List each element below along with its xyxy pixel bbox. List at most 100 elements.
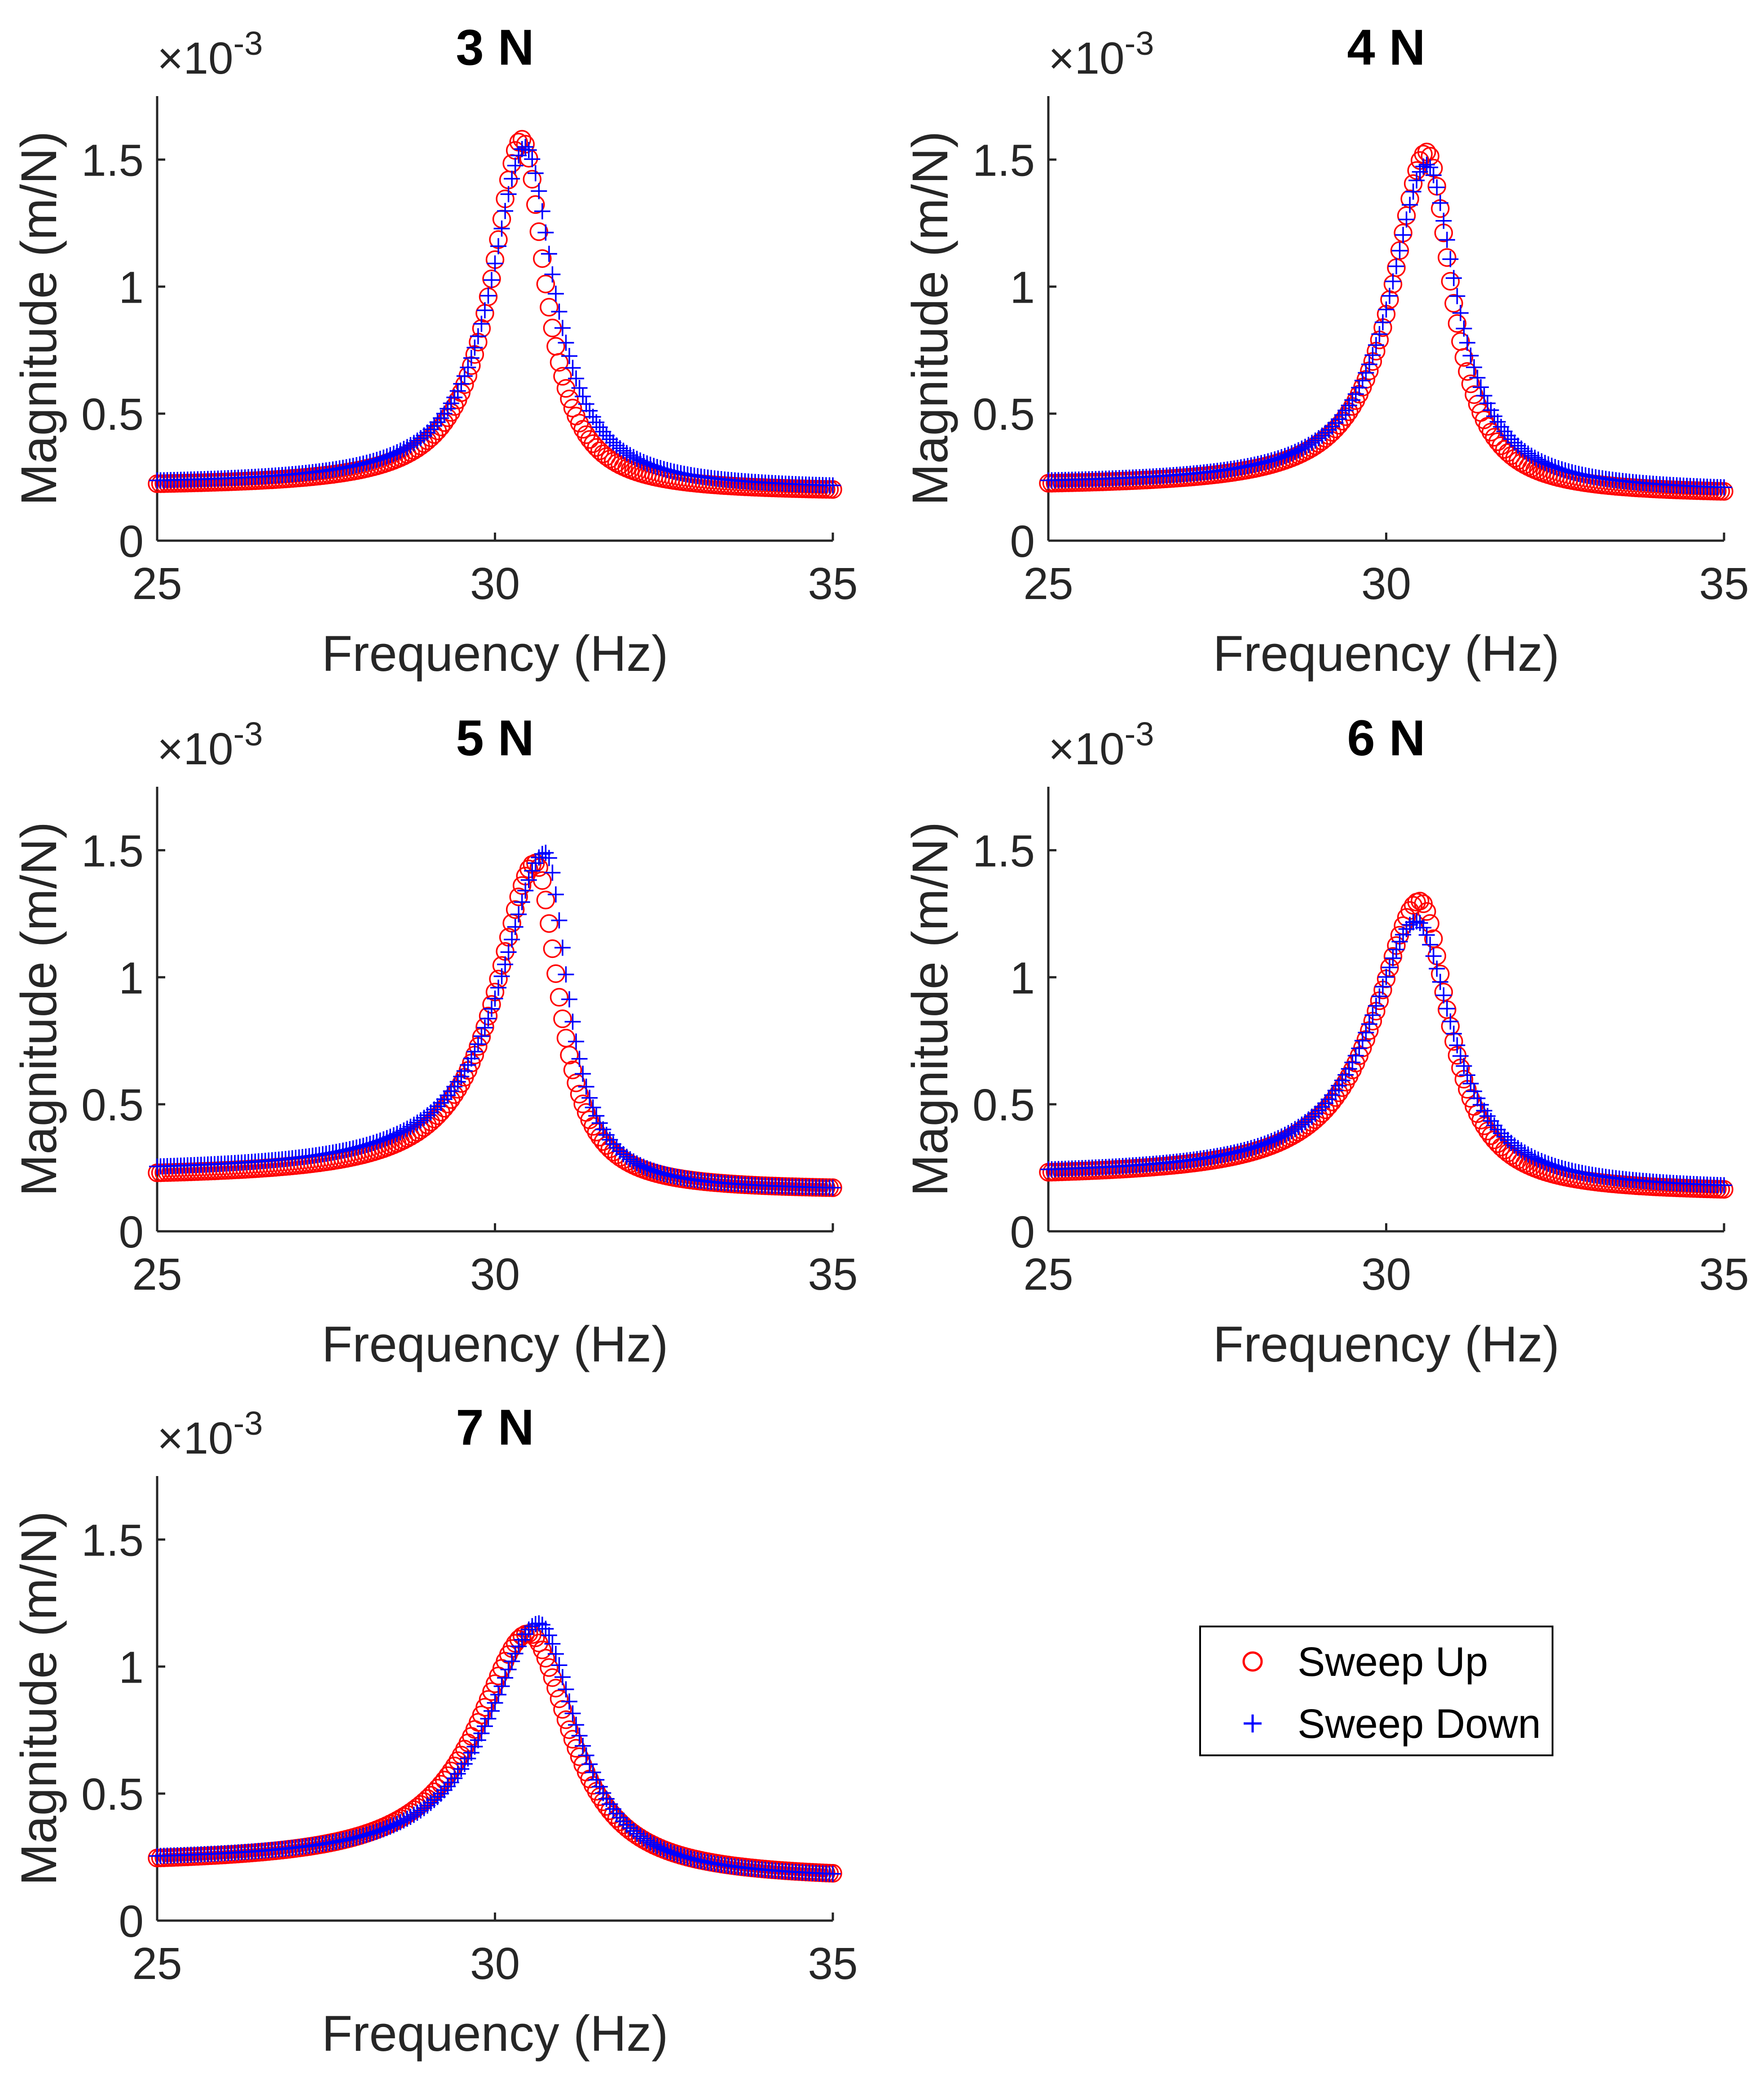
subplot-5n: 0 0.5 1 1.5 25 30 35 ×10-3 5 N Frequency (Hz) Magn…	[11, 710, 858, 1372]
sweep-down-point	[1320, 422, 1337, 438]
sweep-down-point	[1482, 1113, 1499, 1129]
sweep-down-point	[463, 350, 479, 366]
sweep-down-point	[622, 447, 638, 463]
sweep-up-point	[479, 1690, 498, 1709]
sweep-up-point	[550, 988, 569, 1007]
sweep-down-point	[389, 1125, 405, 1142]
sweep-down-point	[1469, 370, 1486, 386]
x-tick-label: 25	[132, 1939, 182, 1989]
sweep-down-point	[534, 1617, 550, 1633]
sweep-down-point	[385, 1817, 402, 1833]
x-axis-label: Frequency (Hz)	[322, 626, 669, 682]
sweep-down-point	[487, 1695, 503, 1711]
sweep-down-point	[615, 442, 632, 459]
x-tick-label: 35	[808, 559, 858, 609]
sweep-down-point	[497, 956, 514, 973]
sweep-down-point	[595, 423, 611, 440]
sweep-down-point	[1256, 454, 1273, 471]
sweep-down-point	[1249, 1138, 1266, 1155]
sweep-down-point	[1283, 1123, 1300, 1139]
sweep-down-point	[493, 968, 510, 985]
sweep-down-point	[443, 1774, 459, 1791]
sweep-down-point	[554, 939, 571, 956]
sweep-up-point	[1458, 362, 1477, 381]
sweep-down-point	[355, 1137, 372, 1154]
sweep-down-point	[639, 455, 655, 472]
sweep-down-point	[825, 1865, 841, 1882]
sweep-down-point	[591, 419, 608, 436]
sweep-down-point	[1526, 1150, 1543, 1166]
sweep-down-point	[392, 1124, 409, 1141]
sweep-down-point	[493, 220, 510, 237]
sweep-down-point	[402, 437, 419, 454]
y-tick-label: 1.5	[81, 135, 144, 185]
sweep-down-point	[568, 1717, 585, 1733]
sweep-down-point	[1442, 251, 1459, 268]
subplot-title: 6 N	[1347, 710, 1425, 766]
sweep-down-point	[676, 1848, 692, 1865]
sweep-down-point	[372, 1822, 388, 1839]
sweep-down-point	[402, 1808, 419, 1825]
legend-label-sweep-up: Sweep Up	[1298, 1639, 1488, 1685]
sweep-down-point	[662, 463, 679, 479]
y-tick-label: 0	[119, 1207, 144, 1257]
sweep-down-point	[1557, 1161, 1574, 1177]
sweep-down-point	[1354, 1032, 1371, 1049]
sweep-down-point	[1418, 156, 1435, 173]
sweep-down-point	[1547, 459, 1563, 476]
sweep-down-point	[649, 459, 665, 476]
sweep-down-point	[463, 1050, 479, 1067]
sweep-down-point	[1456, 1058, 1472, 1074]
sweep-down-point	[1560, 463, 1577, 480]
sweep-down-point	[1354, 372, 1371, 389]
x-tick-label: 35	[808, 1939, 858, 1989]
sweep-up-point	[533, 249, 552, 268]
sweep-down-point	[378, 1820, 395, 1836]
sweep-up-point	[526, 195, 545, 214]
sweep-up-point	[550, 353, 569, 372]
sweep-down-point	[608, 1805, 625, 1822]
sweep-up-point	[583, 1117, 603, 1136]
x-tick-label: 25	[132, 559, 182, 609]
sweep-down-point	[517, 1626, 534, 1643]
sweep-down-point	[1425, 167, 1442, 184]
sweep-down-point	[369, 1823, 385, 1840]
sweep-down-point	[1547, 1158, 1563, 1174]
sweep-down-point	[1429, 961, 1445, 977]
subplot-grid: 0 0.5 1 1.5 25 30 35 ×10-3 3 N Frequency (Hz) Magn…	[11, 19, 1749, 2062]
sweep-down-point	[588, 1772, 605, 1788]
x-tick-label: 25	[132, 1249, 182, 1300]
series-sweep-down	[149, 845, 841, 1196]
sweep-down-point	[632, 1828, 649, 1845]
x-axis-label: Frequency (Hz)	[322, 1316, 669, 1372]
sweep-down-point	[1402, 197, 1418, 213]
sweep-down-point	[1402, 917, 1418, 933]
sweep-down-point	[1469, 1090, 1486, 1106]
sweep-down-point	[520, 872, 537, 888]
sweep-down-point	[635, 454, 652, 470]
subplot-3n: 0 0.5 1 1.5 25 30 35 ×10-3 3 N Frequency (Hz) Magn…	[11, 19, 858, 682]
sweep-down-point	[1388, 258, 1405, 274]
sweep-down-point	[507, 157, 523, 174]
sweep-up-point	[482, 1682, 501, 1701]
sweep-down-point	[1462, 1075, 1479, 1092]
sweep-down-point	[1520, 1146, 1536, 1163]
sweep-down-point	[1280, 1125, 1297, 1141]
sweep-down-point	[1432, 974, 1448, 990]
sweep-down-point	[1287, 444, 1303, 460]
sweep-up-point	[475, 1698, 494, 1717]
sweep-down-point	[578, 1078, 594, 1095]
sweep-down-point	[1300, 436, 1317, 453]
data-markers	[148, 845, 842, 1197]
sweep-down-point	[1317, 424, 1334, 441]
sweep-down-point	[365, 1135, 382, 1151]
sweep-down-point	[466, 339, 483, 356]
sweep-down-point	[642, 456, 659, 473]
sweep-down-point	[355, 1827, 372, 1844]
sweep-up-point	[506, 900, 525, 919]
sweep-down-point	[497, 203, 514, 219]
sweep-down-point	[642, 1834, 659, 1851]
y-tick-label: 1	[119, 953, 144, 1003]
sweep-down-point	[591, 1115, 608, 1132]
